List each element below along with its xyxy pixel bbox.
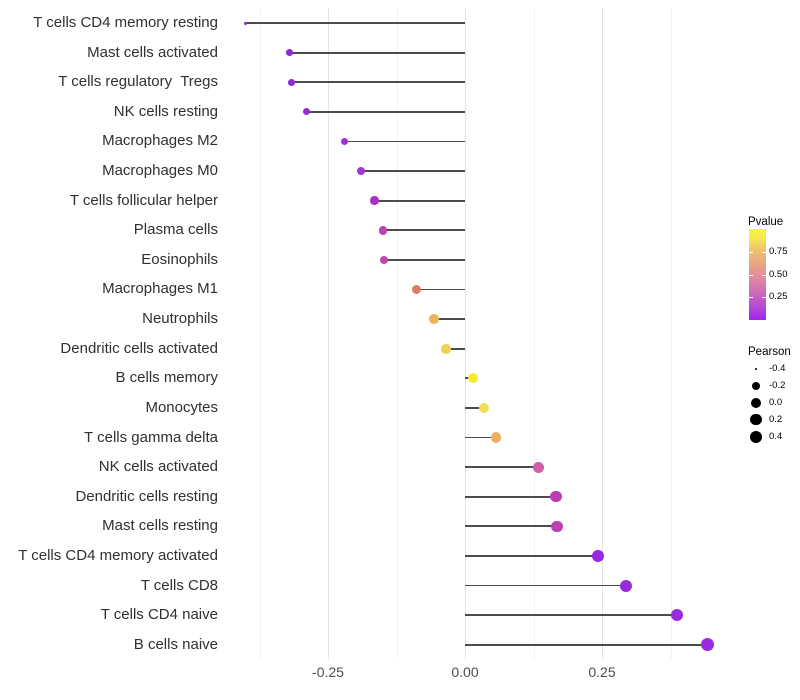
category-label: Mast cells activated	[87, 43, 218, 61]
pearson-size-dot	[754, 367, 758, 371]
category-label: Neutrophils	[142, 310, 218, 328]
lollipop-stem	[465, 466, 539, 469]
lollipop-dot	[379, 255, 389, 265]
lollipop-stem	[465, 436, 497, 439]
category-label: Plasma cells	[133, 221, 218, 239]
lollipop-stem	[374, 199, 465, 202]
category-label: Macrophages M0	[102, 162, 218, 180]
lollipop-dot	[467, 373, 478, 384]
category-label: B cells memory	[115, 369, 218, 387]
lollipop-dot	[288, 78, 296, 86]
lollipop-dot	[551, 520, 563, 532]
lollipop-dot	[429, 314, 439, 324]
lollipop-stem	[465, 525, 558, 528]
category-label: Eosinophils	[141, 250, 218, 268]
pearson-size-label: 0.2	[769, 413, 783, 425]
lollipop-stem	[382, 229, 465, 232]
lollipop-dot	[412, 284, 422, 295]
lollipop-dot	[701, 638, 715, 652]
lollipop-dot	[286, 49, 293, 56]
pvalue-colorbar	[749, 229, 766, 320]
lollipop-stem	[289, 51, 465, 54]
category-label: T cells CD8	[140, 576, 218, 594]
category-label: T cells regulatory Tregs	[58, 73, 218, 91]
x-tick-label: 0.25	[588, 664, 616, 680]
lollipop-dot	[490, 432, 502, 443]
lollipop-stem	[360, 170, 465, 172]
lollipop-dot	[378, 225, 388, 235]
pearson-size-dot	[752, 382, 760, 390]
category-label: B cells naive	[133, 635, 218, 653]
category-label: T cells follicular helper	[69, 191, 218, 209]
lollipop-dot	[340, 137, 349, 146]
lollipop-stem	[433, 318, 465, 320]
pearson-size-label: -0.2	[769, 380, 786, 391]
colorbar-tick-label: 0.25	[769, 291, 788, 303]
category-label: Dendritic cells activated	[60, 339, 218, 357]
lollipop-stem	[465, 584, 627, 587]
minor-gridline	[259, 8, 261, 659]
pearson-size-dot	[749, 430, 763, 444]
lollipop-dot	[592, 550, 604, 562]
pearson-size-label: 0.4	[769, 431, 783, 442]
colorbar-tick	[749, 251, 753, 253]
colorbar-tick	[749, 297, 753, 299]
minor-gridline	[533, 8, 535, 659]
lollipop-dot	[533, 461, 545, 473]
category-label: Macrophages M1	[102, 280, 218, 298]
x-tick-label: -0.25	[312, 664, 344, 680]
legend-pvalue-title: Pvalue	[748, 216, 784, 228]
category-label: NK cells resting	[113, 102, 218, 120]
category-label: T cells CD4 memory activated	[18, 546, 218, 564]
colorbar-tick	[762, 274, 766, 276]
minor-gridline	[670, 8, 672, 659]
category-label: Dendritic cells resting	[75, 487, 218, 505]
lollipop-stem	[245, 22, 465, 24]
lollipop-dot	[440, 343, 451, 354]
major-gridline	[465, 8, 466, 659]
lollipop-dot	[620, 579, 633, 592]
category-label: Mast cells resting	[102, 517, 218, 535]
category-label: Macrophages M2	[102, 132, 218, 150]
lollipop-stem	[344, 140, 465, 143]
lollipop-stem	[465, 407, 485, 409]
lollipop-dot	[479, 402, 490, 414]
lollipop-stem	[465, 555, 599, 557]
category-label: Monocytes	[145, 398, 218, 416]
colorbar-tick-label: 0.75	[769, 245, 788, 257]
category-label: T cells CD4 naive	[100, 606, 218, 624]
lollipop-dot	[370, 196, 379, 205]
lollipop-stem	[465, 643, 708, 646]
lollipop-dot	[302, 108, 310, 116]
category-label: T cells CD4 memory resting	[33, 14, 218, 31]
plot-panel	[223, 8, 729, 659]
lollipop-dot	[356, 167, 365, 176]
category-label: T cells gamma delta	[84, 428, 218, 446]
x-tick-label: 0.00	[451, 664, 479, 680]
lollipop-stem	[465, 614, 678, 617]
category-label: NK cells activated	[98, 458, 218, 476]
lollipop-dot	[244, 21, 248, 25]
pearson-size-label: 0.0	[769, 396, 783, 408]
pearson-size-label: -0.4	[769, 363, 786, 374]
legend-pearson-title: Pearson	[748, 346, 791, 358]
minor-gridline	[396, 8, 398, 659]
major-gridline	[328, 8, 329, 659]
lollipop-stem	[445, 347, 465, 350]
lollipop-stem	[416, 288, 465, 291]
lollipop-stem	[465, 495, 556, 498]
lollipop-dot	[550, 491, 562, 503]
colorbar-tick	[762, 251, 766, 253]
pearson-size-dot	[751, 397, 761, 408]
lollipop-stem	[383, 258, 465, 261]
lollipop-stem	[306, 110, 465, 113]
colorbar-tick-label: 0.50	[769, 268, 788, 280]
colorbar-tick	[749, 274, 753, 276]
colorbar-tick	[762, 297, 766, 299]
lollipop-stem	[291, 81, 465, 84]
major-gridline	[602, 8, 603, 659]
lollipop-dot	[670, 608, 684, 622]
pearson-size-dot	[750, 413, 762, 426]
